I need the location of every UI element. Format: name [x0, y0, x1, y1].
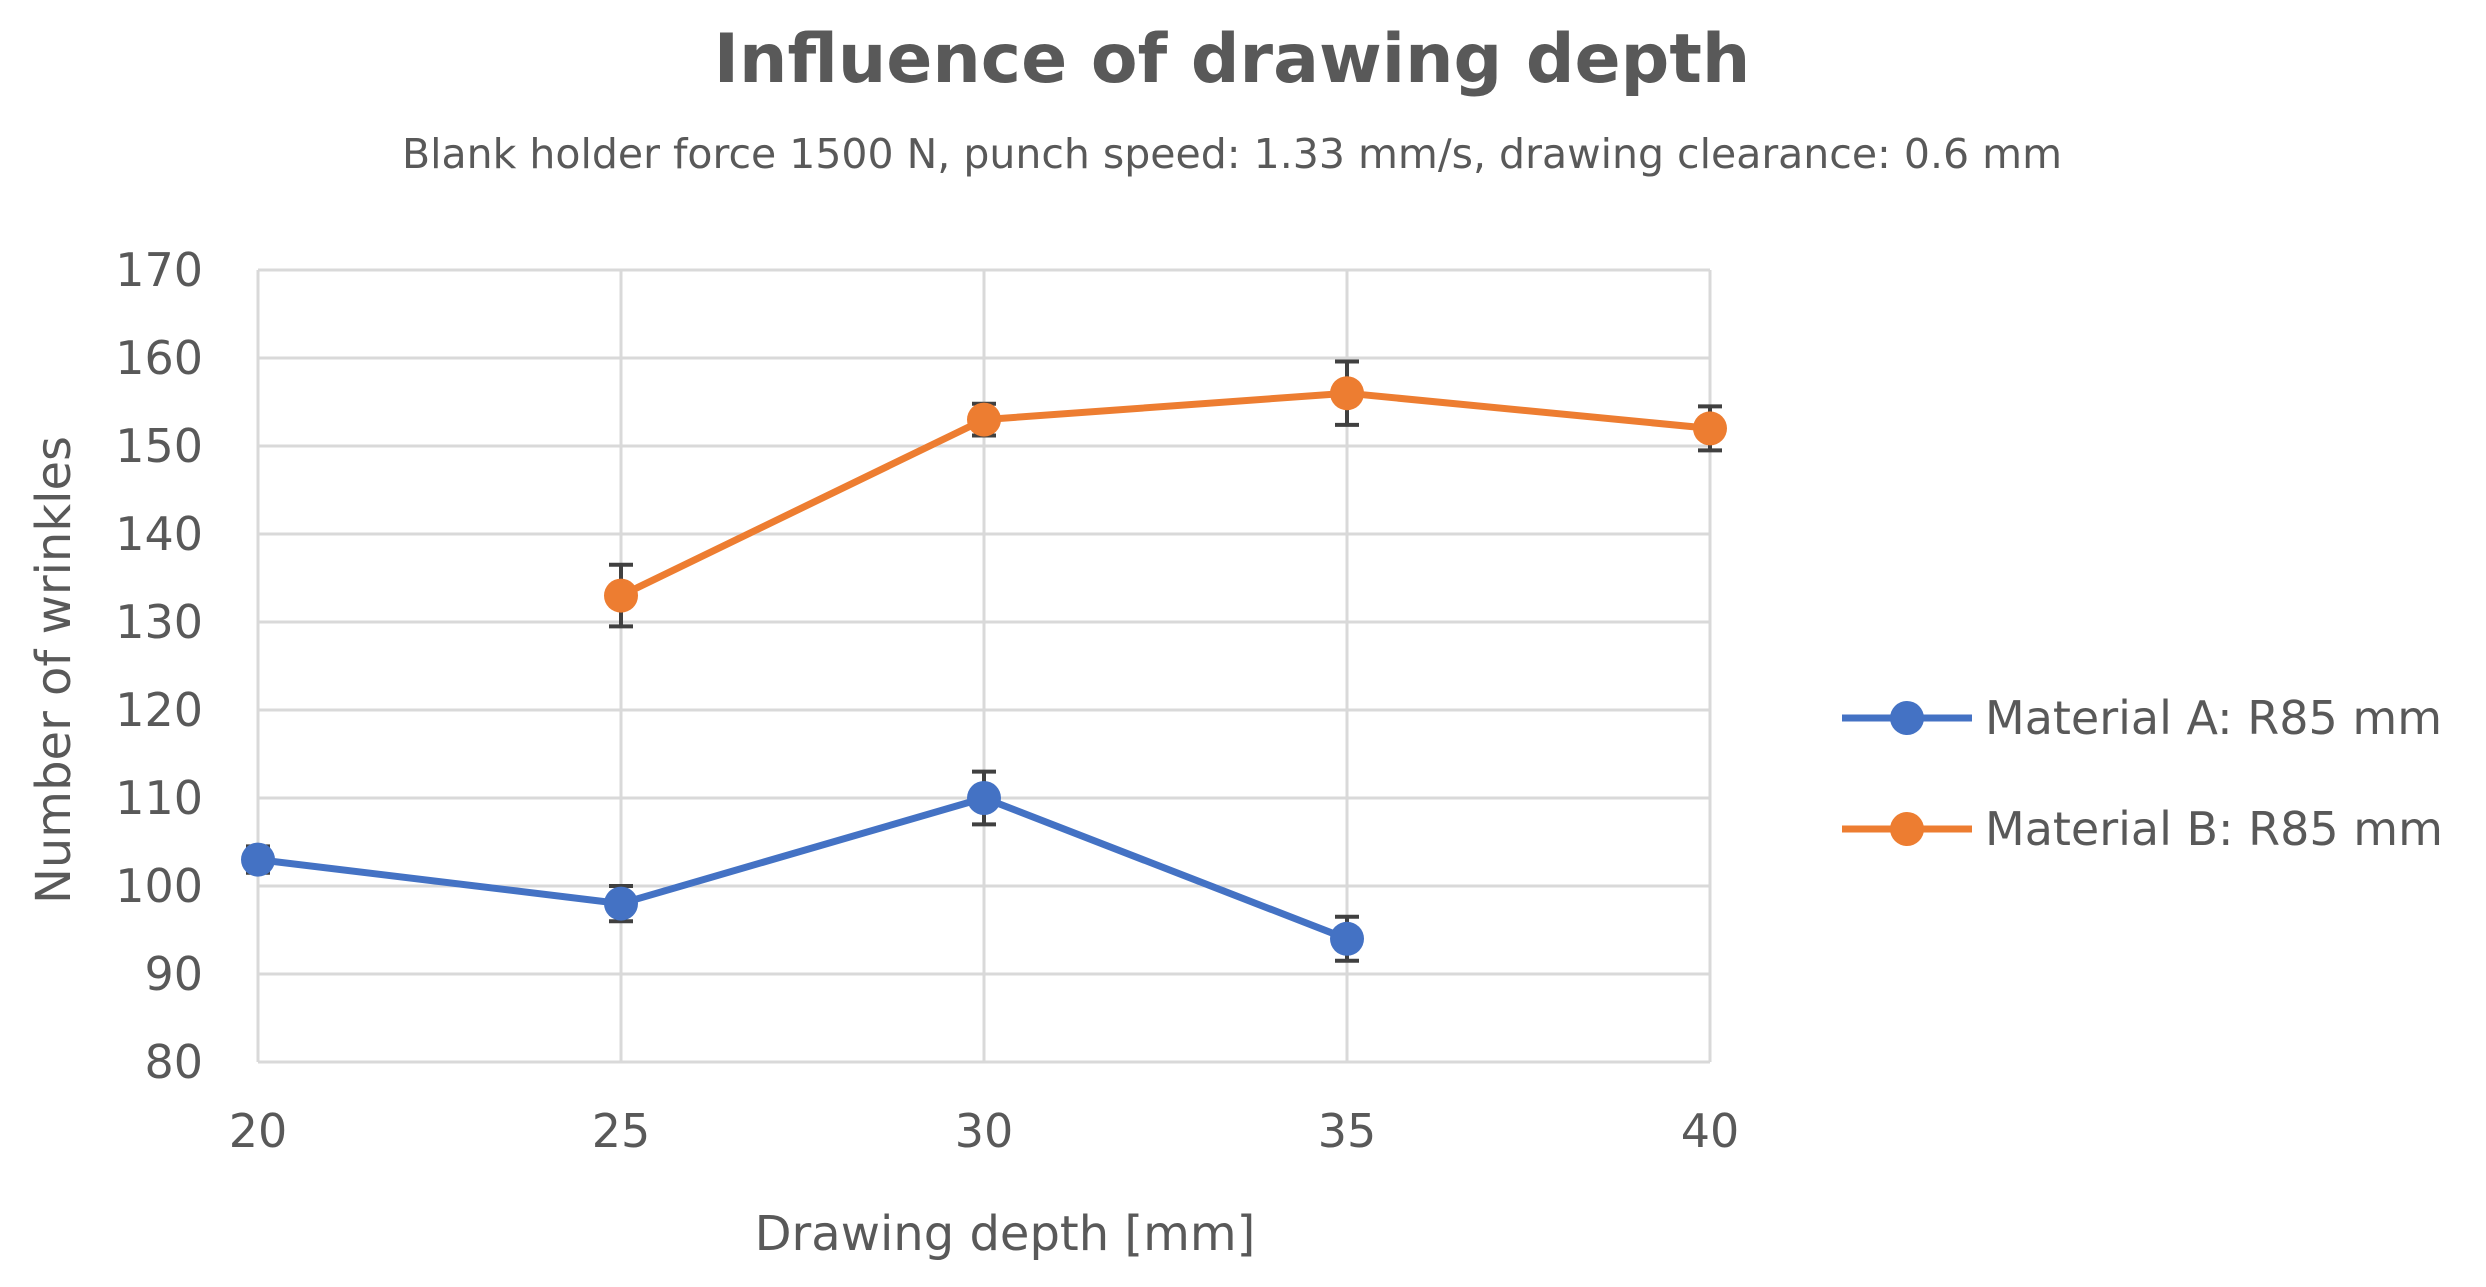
legend-item: Material A: R85 mm — [1842, 691, 2442, 745]
y-tick-label: 140 — [115, 507, 203, 561]
x-tick-label: 40 — [1681, 1104, 1740, 1158]
data-point — [241, 842, 275, 877]
series-1 — [241, 769, 1364, 963]
legend-swatch-marker — [1890, 701, 1924, 735]
data-point — [967, 781, 1001, 815]
y-tick-label: 170 — [115, 243, 203, 297]
x-tick-label: 30 — [955, 1104, 1014, 1158]
y-tick-label: 150 — [115, 419, 203, 473]
y-tick-label: 90 — [144, 947, 203, 1001]
y-tick-label: 110 — [115, 771, 203, 825]
data-point — [604, 578, 638, 613]
series-line — [619, 389, 1711, 599]
x-axis-label: Drawing depth [mm] — [755, 1206, 1256, 1262]
gridlines — [256, 268, 1712, 1064]
legend-swatch-marker — [1890, 812, 1924, 846]
x-tick-label: 35 — [1318, 1104, 1377, 1158]
legend: Material A: R85 mm Material B: R85 mm — [1842, 691, 2443, 856]
legend-label: Material B: R85 mm — [1985, 802, 2443, 856]
data-point — [1330, 376, 1364, 411]
series-layer — [241, 359, 1727, 963]
y-axis-label: Number of wrinkles — [26, 436, 82, 904]
y-tick-label: 100 — [115, 859, 203, 913]
chart-title: Influence of drawing depth — [714, 20, 1751, 99]
y-tick-label: 130 — [115, 595, 203, 649]
series-2 — [604, 359, 1727, 629]
data-point — [604, 886, 638, 921]
legend-label: Material A: R85 mm — [1985, 691, 2442, 745]
x-tick-labels: 20 25 30 35 40 — [229, 1104, 1740, 1158]
x-tick-label: 20 — [229, 1104, 288, 1158]
data-point — [967, 402, 1001, 437]
chart-subtitle: Blank holder force 1500 N, punch speed: … — [402, 130, 2062, 178]
data-point — [1693, 411, 1727, 446]
legend-item: Material B: R85 mm — [1842, 802, 2443, 856]
series-line — [257, 794, 1349, 943]
y-tick-label: 80 — [144, 1035, 203, 1089]
y-tick-label: 120 — [115, 683, 203, 737]
y-tick-label: 160 — [115, 331, 203, 385]
data-point — [1330, 921, 1364, 956]
x-tick-label: 25 — [592, 1104, 651, 1158]
y-tick-labels: 80 90 100 110 120 130 140 150 160 170 — [115, 243, 203, 1089]
